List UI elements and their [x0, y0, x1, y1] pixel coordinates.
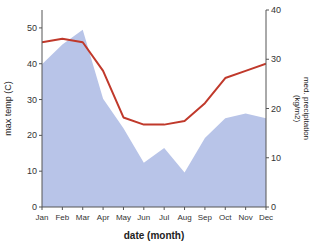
- x-tick-label: Apr: [97, 213, 110, 222]
- y-tick: [39, 63, 42, 64]
- x-tick-label: Nov: [239, 213, 253, 222]
- y2-tick: [266, 108, 269, 109]
- y-tick: [39, 27, 42, 28]
- y2-tick-label: 10: [271, 153, 281, 163]
- plot-area: [42, 30, 266, 207]
- y2-tick: [266, 157, 269, 158]
- x-tick: [184, 207, 185, 210]
- x-tick: [164, 207, 165, 210]
- x-tick: [123, 207, 124, 210]
- x-tick-label: Dec: [259, 213, 273, 222]
- y-tick-label: 0: [32, 202, 37, 212]
- x-tick-label: Jul: [159, 213, 169, 222]
- x-tick: [225, 207, 226, 210]
- x-tick-label: Oct: [219, 213, 232, 222]
- x-tick: [42, 207, 43, 210]
- x-tick-label: Mar: [76, 213, 90, 222]
- x-tick-label: Feb: [55, 213, 69, 222]
- x-tick: [143, 207, 144, 210]
- chart-svg: 0 10 20 30 40 50 0 10 20 30 40 Jan Feb Mar Apr May Jun Ju…: [0, 0, 318, 247]
- x-tick-label: Jun: [137, 213, 150, 222]
- y-axis-line: [42, 10, 43, 207]
- y-tick-label: 20: [27, 130, 37, 140]
- x-tick-label: May: [116, 213, 131, 222]
- y-tick-label: 40: [27, 59, 37, 69]
- x-tick-label: Aug: [177, 213, 191, 222]
- temp-line: [42, 39, 266, 125]
- x-axis-line: [42, 207, 266, 208]
- y2-tick-label: 30: [271, 54, 281, 64]
- x-tick: [245, 207, 246, 210]
- y-tick-label: 50: [27, 23, 37, 33]
- y-tick: [39, 135, 42, 136]
- y2-axis-label-line: (kg/m2): [293, 95, 302, 122]
- y2-tick-label: 20: [271, 104, 281, 114]
- x-tick: [62, 207, 63, 210]
- x-axis-label: date (month): [124, 230, 185, 241]
- x-tick: [82, 207, 83, 210]
- y2-tick-label: 40: [271, 5, 281, 15]
- y-tick-label: 10: [27, 166, 37, 176]
- precip-area: [42, 30, 266, 207]
- y2-axis-label-line: med. precipitation: [302, 77, 311, 140]
- y-tick: [39, 99, 42, 100]
- x-tick: [266, 207, 267, 210]
- y-tick: [39, 171, 42, 172]
- x-tick: [103, 207, 104, 210]
- x-tick: [204, 207, 205, 210]
- y-tick-label: 30: [27, 95, 37, 105]
- y2-tick-label: 0: [271, 202, 276, 212]
- chart-container: 0 10 20 30 40 50 0 10 20 30 40 Jan Feb Mar Apr May Jun Ju…: [0, 0, 318, 247]
- x-tick-label: Jan: [36, 213, 49, 222]
- y2-tick: [266, 10, 269, 11]
- y-axis-label: max temp (C): [3, 81, 13, 136]
- y2-tick: [266, 59, 269, 60]
- x-tick-label: Sep: [198, 213, 213, 222]
- y2-axis-label: med. precipitation(kg/m2): [293, 77, 311, 140]
